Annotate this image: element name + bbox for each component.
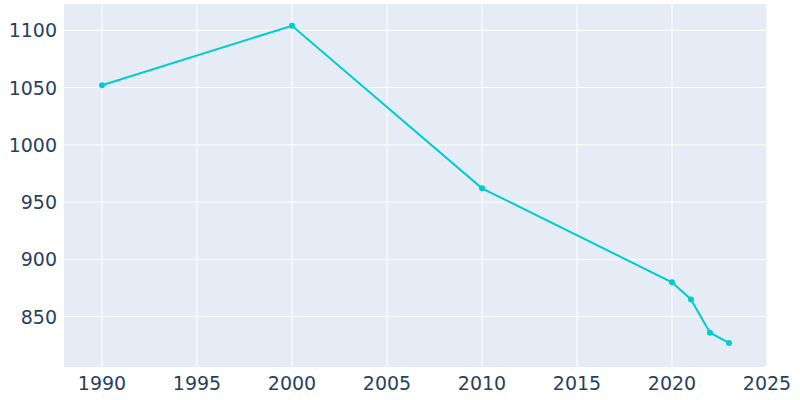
x-tick-label: 2025 <box>743 372 791 394</box>
y-grid-line <box>64 87 767 88</box>
x-grid-line <box>387 4 388 367</box>
x-tick-label: 1995 <box>173 372 221 394</box>
y-tick-label: 950 <box>21 191 57 213</box>
x-tick-label: 2005 <box>363 372 411 394</box>
point <box>99 82 105 88</box>
y-tick-label: 900 <box>21 248 57 270</box>
x-grid-line <box>767 4 768 367</box>
y-grid-line <box>64 316 767 317</box>
x-tick-label: 2000 <box>268 372 316 394</box>
y-grid-line <box>64 144 767 145</box>
y-grid-line <box>64 259 767 260</box>
x-tick-label: 2010 <box>458 372 506 394</box>
y-tick-label: 1000 <box>9 134 57 156</box>
grid <box>64 4 767 367</box>
point <box>726 340 732 346</box>
point <box>707 330 713 336</box>
y-tick-label: 1100 <box>9 19 57 41</box>
y-tick-label: 850 <box>21 306 57 328</box>
line <box>102 26 729 343</box>
y-grid-line <box>64 202 767 203</box>
chart-svg: 1990 1995 2000 2005 2010 2015 2020 2025 850 900 95… <box>0 0 800 400</box>
x-grid-line <box>672 4 673 367</box>
x-grid-line <box>292 4 293 367</box>
data-group <box>99 23 732 346</box>
x-tick-label: 2015 <box>553 372 601 394</box>
y-grid-line <box>64 30 767 31</box>
point <box>479 185 485 191</box>
x-grid-line <box>577 4 578 367</box>
plot-background <box>64 4 767 367</box>
x-tick-label: 2020 <box>648 372 696 394</box>
x-tick-label: 1990 <box>78 372 126 394</box>
x-grid-line <box>102 4 103 367</box>
y-tick-label: 1050 <box>9 77 57 99</box>
point <box>289 23 295 29</box>
point <box>688 296 694 302</box>
x-grid-line <box>197 4 198 367</box>
chart-container: 1990 1995 2000 2005 2010 2015 2020 2025 850 900 95… <box>0 0 800 400</box>
point <box>669 279 675 285</box>
